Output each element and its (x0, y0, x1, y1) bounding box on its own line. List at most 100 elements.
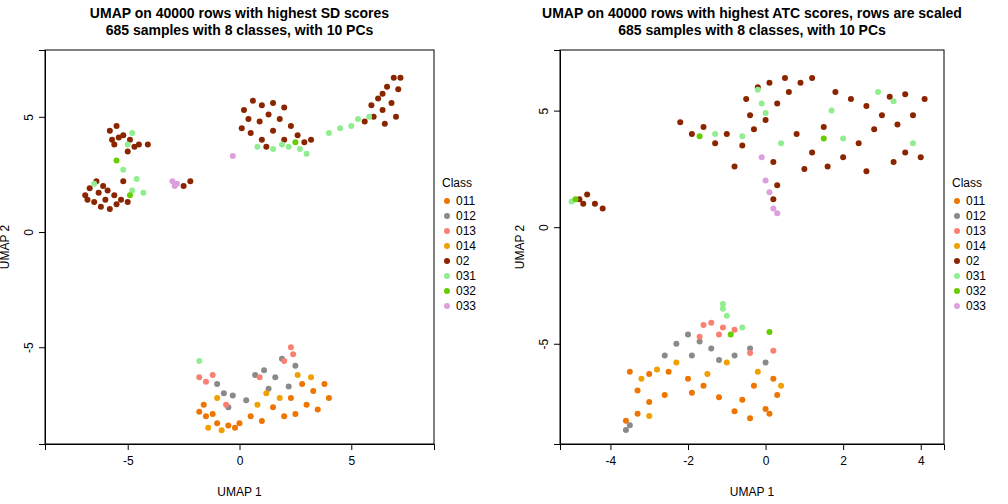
point (728, 331, 734, 337)
point (230, 153, 236, 159)
point (214, 381, 220, 387)
legend-swatch (444, 228, 450, 234)
point (286, 144, 292, 150)
point (797, 80, 803, 86)
point (689, 390, 695, 396)
point (580, 201, 586, 207)
series-points (214, 356, 298, 410)
point (685, 331, 691, 337)
point (304, 402, 310, 408)
point (288, 344, 294, 350)
x-tick-mark (351, 444, 352, 450)
point (295, 132, 301, 138)
point (382, 121, 388, 127)
legend-swatch (444, 258, 450, 264)
series-points (759, 154, 781, 216)
series-points (196, 381, 332, 431)
point (635, 387, 641, 393)
point (84, 197, 90, 203)
point (774, 210, 780, 216)
point (863, 103, 869, 109)
x-tick-label: -2 (683, 454, 694, 468)
y-tick-label: -5 (22, 342, 36, 353)
point (295, 372, 301, 378)
point (592, 201, 598, 207)
point (254, 402, 260, 408)
point (673, 359, 679, 365)
legend-swatch (444, 273, 450, 279)
point (910, 112, 916, 118)
point (875, 89, 881, 95)
legend-swatch (444, 303, 450, 309)
y-axis-title: UMAP 2 (0, 224, 12, 269)
point (91, 199, 97, 205)
y-tick-label: -5 (537, 339, 551, 350)
point (662, 392, 668, 398)
series-points (638, 359, 784, 419)
point (894, 122, 900, 128)
point (809, 75, 815, 81)
point (766, 189, 772, 195)
point (214, 420, 220, 426)
point (270, 146, 276, 152)
series-points (569, 87, 916, 331)
legend-label: 013 (456, 224, 476, 238)
legend: Class01101201301402031032033 (442, 176, 476, 313)
point (704, 371, 710, 377)
point (821, 124, 827, 130)
x-axis: -4-2024 (561, 444, 945, 468)
legend-label: 014 (966, 239, 986, 253)
point (120, 167, 126, 173)
point (724, 359, 730, 365)
point (102, 197, 108, 203)
legend-swatch (444, 198, 450, 204)
y-tick-mark (554, 227, 560, 228)
y-tick-mark (39, 232, 45, 233)
point (355, 116, 361, 122)
point (279, 141, 285, 147)
legend-label: 012 (966, 209, 986, 223)
point (219, 427, 225, 433)
x-tick: 2 (840, 444, 847, 468)
legend-title: Class (442, 176, 472, 190)
point (384, 84, 390, 90)
point (677, 119, 683, 125)
point (196, 374, 202, 380)
y-tick-label: 5 (22, 114, 36, 121)
legend-label: 033 (966, 299, 986, 313)
y-tick: 5 (537, 107, 560, 114)
y-tick-label: 5 (537, 107, 551, 114)
point (125, 199, 131, 205)
x-axis-title: UMAP 1 (730, 485, 775, 499)
legend-swatch (954, 303, 960, 309)
point (724, 313, 730, 319)
legend-swatch (444, 243, 450, 249)
x-axis: -505 (46, 444, 435, 468)
point (712, 140, 718, 146)
point (763, 110, 769, 116)
point (689, 131, 695, 137)
point (697, 133, 703, 139)
point (214, 395, 220, 401)
point (623, 427, 629, 433)
point (270, 100, 276, 106)
point (281, 105, 287, 111)
point (145, 141, 151, 147)
point (732, 408, 738, 414)
y-axis: -5 0 5 (22, 51, 46, 445)
point (766, 329, 772, 335)
y-tick: 0 (22, 229, 45, 236)
point (763, 406, 769, 412)
point (201, 402, 207, 408)
series-points (82, 75, 403, 212)
point (254, 144, 260, 150)
point (114, 123, 120, 129)
legend-label: 02 (456, 254, 470, 268)
point (261, 367, 267, 373)
point (210, 411, 216, 417)
series-points (697, 320, 777, 356)
y-tick: -5 (537, 339, 560, 350)
point (259, 102, 265, 108)
point (910, 140, 916, 146)
point (243, 397, 249, 403)
